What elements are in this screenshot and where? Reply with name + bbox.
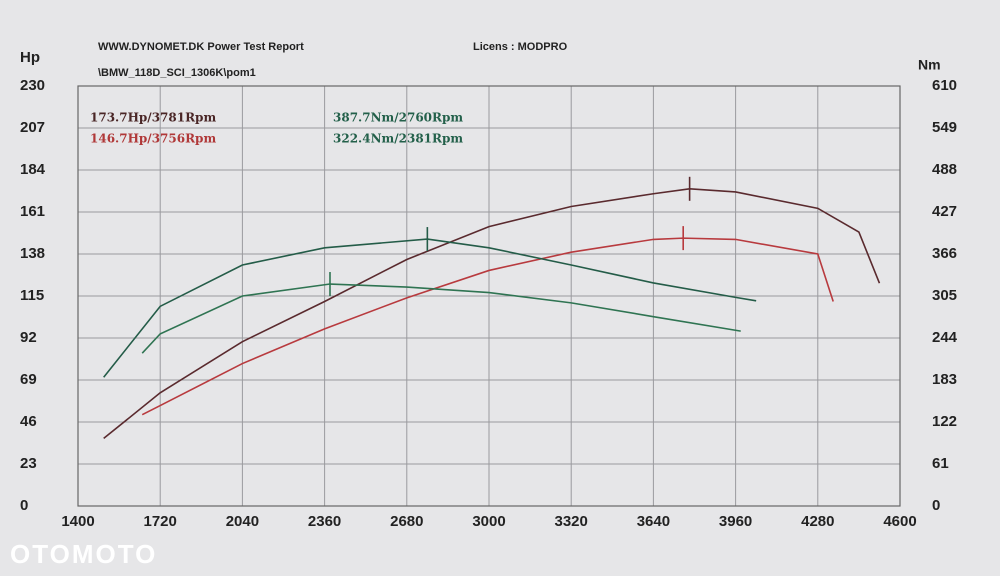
y-tick-label: 69 — [20, 371, 37, 388]
y-tick-label: 92 — [20, 329, 37, 346]
y2-tick-label: 122 — [932, 413, 957, 430]
y2-tick-label: 610 — [932, 77, 957, 94]
x-tick-label: 1720 — [144, 513, 177, 530]
annotation: 173.7Hp/3781Rpm — [90, 111, 216, 125]
y-tick-label: 46 — [20, 413, 37, 430]
line-series — [141, 283, 741, 354]
y2-tick-label: 305 — [932, 287, 957, 304]
y2-tick-label: 183 — [932, 371, 957, 388]
line-series — [103, 238, 757, 378]
header: WWW.DYNOMET.DK Power Test Report — [98, 41, 304, 53]
y2-tick-label: 427 — [932, 203, 957, 220]
annotation: 387.7Nm/2760Rpm — [333, 111, 463, 125]
y2-tick-label: 549 — [932, 119, 957, 136]
x-tick-label: 4280 — [801, 513, 834, 530]
x-tick-label: 3320 — [555, 513, 588, 530]
x-tick-label: 2040 — [226, 513, 259, 530]
x-tick-label: 2360 — [308, 513, 341, 530]
x-tick-label: 4600 — [883, 513, 916, 530]
y2-tick-label: 244 — [932, 329, 958, 346]
y-tick-label: 161 — [20, 203, 45, 220]
y-tick-label: 184 — [20, 161, 46, 178]
license: Licens : MODPRO — [473, 41, 568, 53]
line-series — [103, 188, 881, 440]
x-tick-label: 3640 — [637, 513, 670, 530]
y2-tick-label: 61 — [932, 455, 949, 472]
y-tick-label: 23 — [20, 455, 37, 472]
x-tick-label: 3000 — [472, 513, 505, 530]
x-tick-label: 1400 — [61, 513, 94, 530]
plot-frame — [77, 85, 901, 507]
y-tick-label: 0 — [20, 497, 28, 514]
y-tick-label: 230 — [20, 77, 45, 94]
y-tick-label: 138 — [20, 245, 45, 262]
x-tick-label: 2680 — [390, 513, 423, 530]
y2-tick-label: 0 — [932, 497, 940, 514]
y-tick-label: 115 — [20, 287, 44, 304]
file-path: \BMW_118D_SCI_1306K\pom1 — [98, 67, 256, 79]
x-tick-label: 3960 — [719, 513, 752, 530]
y2-tick-label: 366 — [932, 245, 957, 262]
annotation: 322.4Nm/2381Rpm — [333, 132, 463, 146]
line-series — [141, 237, 834, 416]
annotation: 146.7Hp/3756Rpm — [90, 132, 216, 146]
y2-axis-label: Nm — [918, 57, 941, 73]
y-axis-label: Hp — [20, 49, 40, 66]
watermark: OTOMOTO — [10, 539, 157, 569]
y2-tick-label: 488 — [932, 161, 957, 178]
y-tick-label: 207 — [20, 119, 45, 136]
